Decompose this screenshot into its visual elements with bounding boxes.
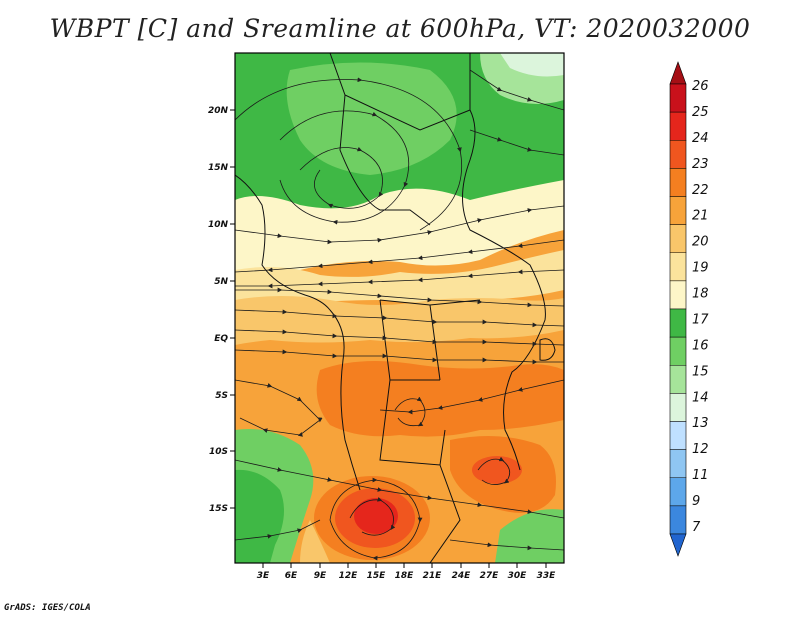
lat-label-20n: 20N — [208, 106, 229, 116]
colorbar-label-7: 7 — [692, 520, 701, 535]
colorbar-label-22: 22 — [692, 183, 709, 198]
colorbar-swatch-13 — [669, 421, 687, 450]
colorbar-label-20: 20 — [692, 235, 709, 250]
colorbar-swatch-20 — [669, 224, 687, 254]
lat-axis — [230, 109, 235, 509]
colorbar-label-19: 19 — [692, 261, 709, 276]
colorbar-label-11: 11 — [692, 468, 709, 483]
colorbar-label-16: 16 — [692, 338, 709, 353]
colorbar-swatch-25 — [669, 83, 687, 113]
lat-label-10s: 10S — [209, 447, 228, 457]
colorbar-label-23: 23 — [692, 157, 709, 172]
field-central-orange — [316, 361, 564, 437]
colorbar-swatch-22 — [669, 168, 687, 197]
colorbar-swatch-9 — [669, 505, 687, 535]
colorbar-swatch-17 — [669, 308, 687, 338]
colorbar-swatch-16 — [669, 336, 687, 366]
colorbar-label-24: 24 — [692, 131, 709, 146]
lon-label-18e: 18E — [395, 571, 415, 581]
colorbar-swatch-15 — [669, 364, 687, 394]
lon-label-21e: 21E — [423, 571, 443, 581]
colorbar-label-26: 26 — [692, 79, 709, 94]
colorbar-swatch-12 — [669, 449, 687, 479]
field-south-yellow — [300, 520, 330, 563]
colorbar-label-9: 9 — [692, 494, 700, 509]
colorbar-swatch-18 — [669, 280, 687, 310]
lon-label-30e: 30E — [508, 571, 528, 581]
colorbar-label-15: 15 — [692, 364, 709, 379]
lon-label-33e: 33E — [537, 571, 557, 581]
colorbar-swatch-24 — [669, 111, 687, 141]
lat-label-15n: 15N — [208, 163, 229, 173]
lon-label-6e: 6E — [285, 571, 298, 581]
colorbar-label-17: 17 — [692, 313, 709, 328]
colorbar-label-14: 14 — [692, 390, 709, 405]
colorbar: 26 25 24 23 22 21 20 19 18 17 16 15 14 13 12 11 9 7 — [669, 61, 709, 557]
lon-label-15e: 15E — [367, 571, 387, 581]
lon-label-27e: 27E — [480, 571, 500, 581]
lat-label-eq: EQ — [214, 334, 228, 344]
lat-label-5n: 5N — [214, 277, 228, 287]
lon-axis — [262, 563, 547, 568]
map-frame — [234, 52, 565, 564]
colorbar-label-21: 21 — [692, 209, 709, 224]
colorbar-label-25: 25 — [692, 105, 709, 120]
colorbar-label-13: 13 — [692, 416, 709, 431]
colorbar-label-18: 18 — [692, 287, 709, 302]
colorbar-swatch-11 — [669, 477, 687, 507]
field-east-hotspot — [472, 456, 522, 484]
lon-label-12e: 12E — [339, 571, 359, 581]
colorbar-swatch-14 — [669, 393, 687, 422]
lon-label-9e: 9E — [314, 571, 327, 581]
colorbar-swatch-7 — [669, 533, 687, 557]
field-north-verypale — [500, 53, 564, 77]
colorbar-swatch-23 — [669, 139, 687, 169]
credit-label: GrADS: IGES/COLA — [4, 603, 91, 613]
colorbar-swatch-26 — [669, 61, 687, 85]
field-west-green-dark — [235, 469, 284, 563]
chart-title: WBPT [C] and Sreamline at 600hPa, VT: 20… — [49, 14, 751, 43]
colorbar-label-12: 12 — [692, 442, 709, 457]
colorbar-swatch-19 — [669, 252, 687, 282]
lat-label-10n: 10N — [208, 220, 229, 230]
lon-label-3e: 3E — [257, 571, 270, 581]
map-panel — [235, 53, 564, 563]
lon-label-24e: 24E — [452, 571, 472, 581]
colorbar-swatch-21 — [669, 196, 687, 225]
lat-label-15s: 15S — [209, 504, 228, 514]
streamlines — [235, 69, 564, 561]
lat-label-5s: 5S — [215, 391, 228, 401]
